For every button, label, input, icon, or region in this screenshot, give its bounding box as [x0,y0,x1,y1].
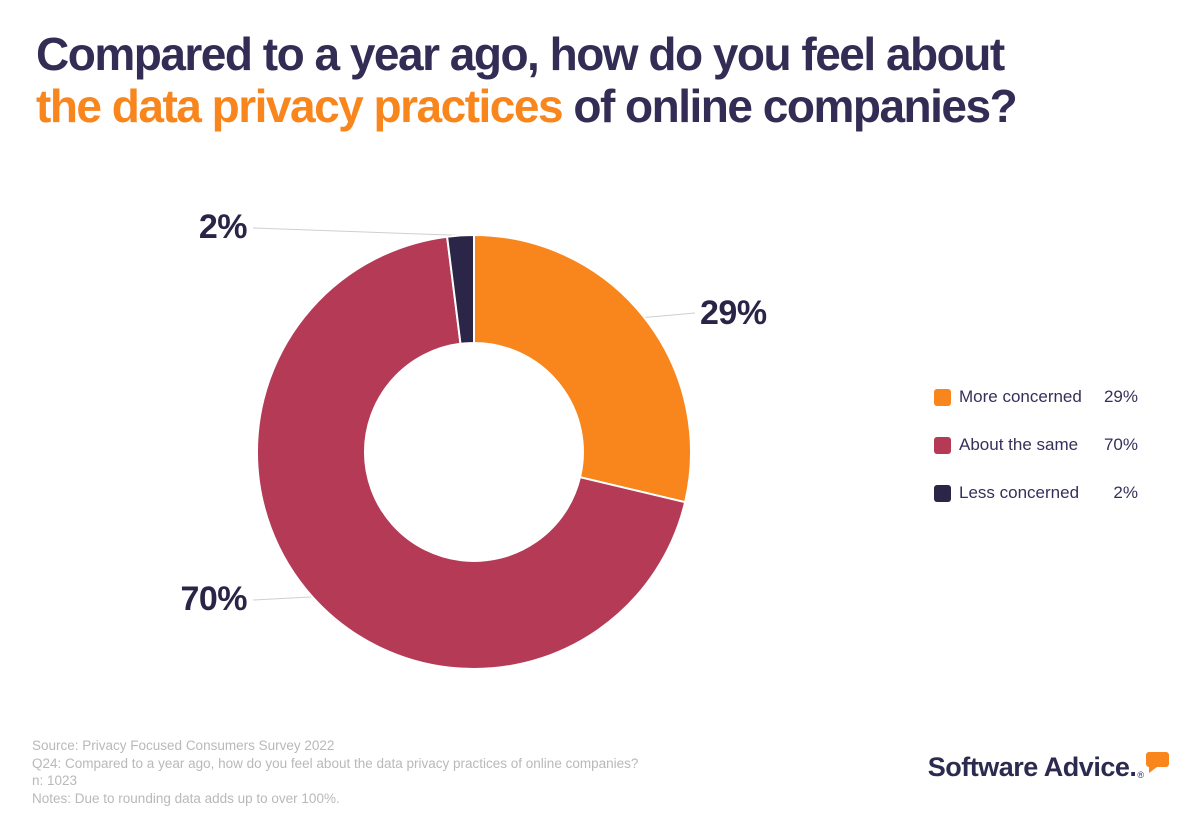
title-line1: Compared to a year ago, how do you feel … [36,28,1005,80]
source-notes: Source: Privacy Focused Consumers Survey… [32,737,638,807]
title-line2-rest: of online companies? [562,80,1017,132]
legend: More concerned 29% About the same 70% Le… [934,387,1138,532]
donut-slice-more-concerned [473,234,692,504]
notes-line: Notes: Due to rounding data adds up to o… [32,790,340,806]
legend-swatch-orange [934,388,951,406]
legend-item-less-concerned: Less concerned 2% [934,483,1138,502]
sample-size: n: 1023 [32,773,78,788]
legend-swatch-maroon [934,436,951,454]
leader-line-more-concerned [644,312,696,318]
legend-label: Less concerned [959,483,1080,502]
callout-about-the-same: 70% [180,580,247,618]
legend-label: More concerned [959,387,1082,406]
legend-label: About the same [959,435,1079,454]
legend-item-more-concerned: More concerned 29% [934,387,1138,406]
registered-trademark: ® [1137,770,1144,780]
chart-title: Compared to a year ago, how do you feel … [36,28,1166,132]
software-advice-logo: Software Advice. ® [928,752,1170,782]
question-line: Q24: Compared to a year ago, how do you … [32,755,639,771]
legend-item-about-the-same: About the same 70% [934,435,1138,454]
source-line: Source: Privacy Focused Consumers Survey… [32,738,335,753]
legend-swatch-navy [934,484,951,502]
logo-text: Software Advice. [927,752,1137,782]
donut-slice-less-concerned [446,234,475,345]
leader-line-less-concerned [252,227,461,236]
donut-slice-about-the-same [256,235,687,670]
legend-value: 29% [1103,387,1138,406]
speech-bubble-icon [1146,752,1169,773]
callout-more-concerned: 29% [700,294,767,332]
legend-value: 70% [1103,435,1138,454]
callout-less-concerned: 2% [198,208,248,246]
title-highlight: the data privacy practices [36,80,564,132]
legend-value: 2% [1113,483,1138,502]
leader-line-about-the-same [252,596,313,601]
